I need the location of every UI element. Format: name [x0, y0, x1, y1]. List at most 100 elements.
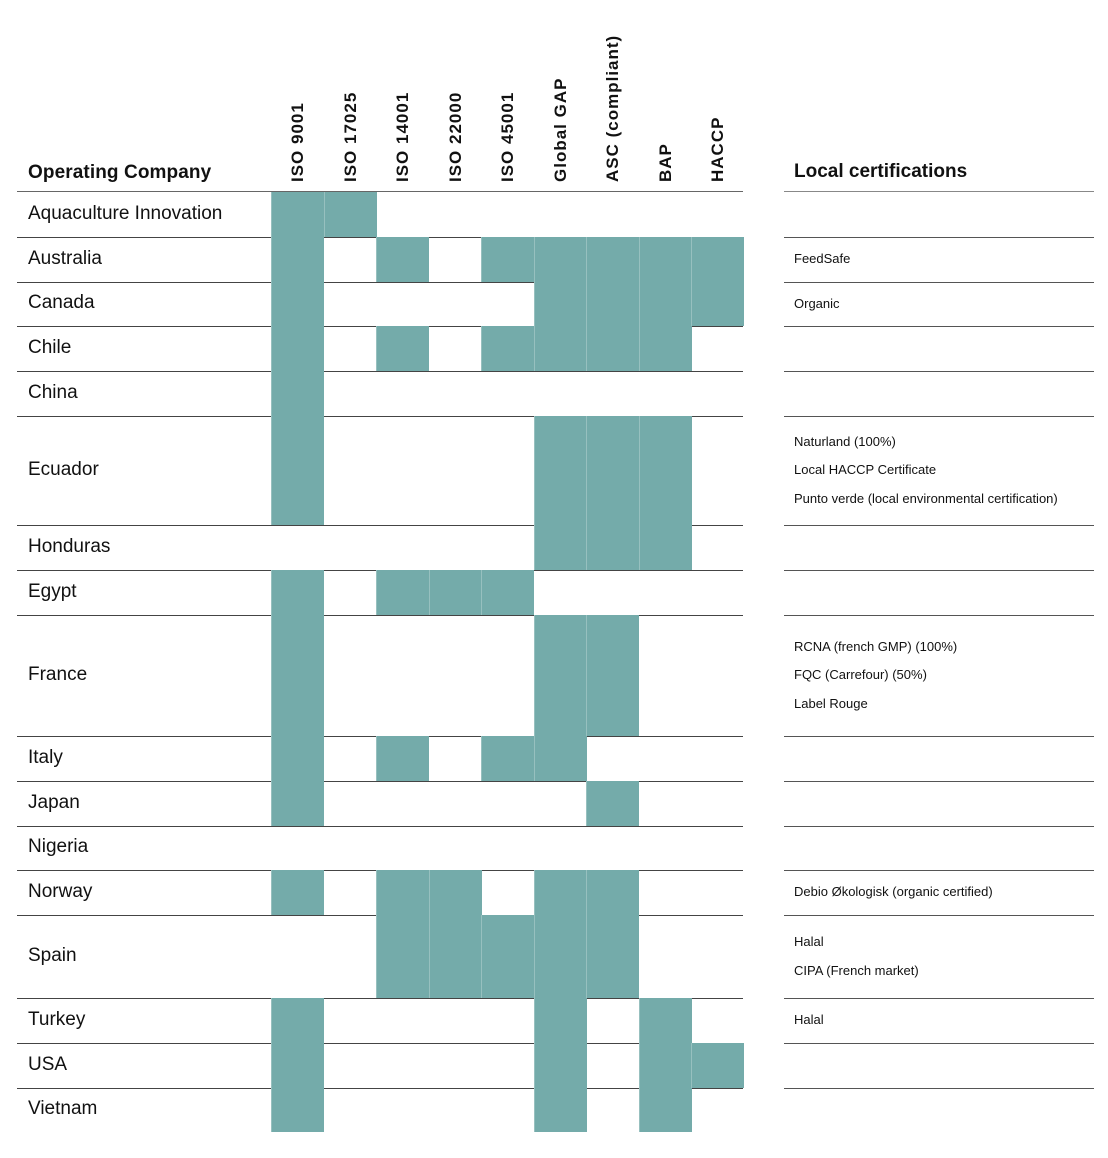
- column-header: ISO 14001: [376, 0, 429, 186]
- certified-cell: [271, 192, 324, 237]
- header-rule: [17, 191, 743, 192]
- certified-cell: [586, 282, 639, 326]
- certified-cell: [271, 237, 324, 282]
- certified-cell: [533, 237, 587, 282]
- certified-cell: [586, 870, 639, 915]
- local-row-rule: [784, 282, 1094, 283]
- local-row-rule: [784, 525, 1094, 526]
- certified-cell: [638, 282, 692, 326]
- column-header: ASC (compliant): [586, 0, 639, 186]
- column-header: Global GAP: [534, 0, 587, 186]
- certified-cell: [533, 282, 587, 326]
- company-name: Italy: [28, 746, 63, 768]
- certified-cell: [271, 1043, 324, 1088]
- certified-cell: [638, 237, 692, 282]
- certified-cell: [271, 282, 324, 326]
- certified-cell: [271, 1088, 324, 1132]
- local-certification: Naturland (100%): [794, 433, 896, 449]
- certified-cell: [533, 870, 587, 915]
- company-name: Canada: [28, 292, 95, 313]
- certified-cell: [533, 1088, 587, 1132]
- local-row-rule: [784, 1088, 1094, 1089]
- certified-cell: [481, 326, 534, 371]
- company-name: Spain: [28, 944, 77, 966]
- local-certification: Punto verde (local environmental certifi…: [794, 490, 1058, 506]
- column-header: ISO 9001: [271, 0, 324, 186]
- local-row-rule: [784, 326, 1094, 327]
- certified-cell: [533, 416, 587, 525]
- certified-cell: [586, 416, 639, 525]
- local-row-rule: [784, 237, 1094, 238]
- row-rule: [17, 781, 743, 782]
- certified-cell: [638, 1043, 692, 1088]
- certified-cell: [533, 736, 587, 781]
- row-rule: [17, 998, 743, 999]
- certified-cell: [481, 570, 534, 615]
- certified-cell: [638, 416, 692, 525]
- certified-cell: [271, 615, 324, 736]
- row-rule: [17, 1043, 743, 1044]
- column-header-label: HACCP: [708, 116, 728, 182]
- local-row-rule: [784, 570, 1094, 571]
- certified-cell: [533, 915, 587, 998]
- certified-cell: [271, 870, 324, 915]
- column-header-label: BAP: [655, 143, 675, 182]
- local-row-rule: [784, 1043, 1094, 1044]
- column-header-label: ISO 22000: [445, 91, 465, 182]
- local-row-rule: [784, 915, 1094, 916]
- certified-cell: [586, 326, 639, 371]
- column-header-label: Global GAP: [550, 77, 570, 182]
- row-rule: [17, 826, 743, 827]
- local-row-rule: [784, 736, 1094, 737]
- local-certification: FQC (Carrefour) (50%): [794, 667, 927, 683]
- certified-cell: [533, 1043, 587, 1088]
- certified-cell: [428, 870, 482, 915]
- company-name: Honduras: [28, 535, 111, 557]
- certified-cell: [376, 237, 429, 282]
- certified-cell: [586, 781, 639, 826]
- certified-cell: [428, 570, 482, 615]
- local-certification: FeedSafe: [794, 251, 851, 267]
- certified-cell: [586, 237, 639, 282]
- local-row-rule: [784, 781, 1094, 782]
- certified-cell: [533, 525, 587, 570]
- company-name: Norway: [28, 880, 93, 902]
- column-header: ISO 45001: [481, 0, 534, 186]
- row-rule: [17, 416, 743, 417]
- certified-cell: [376, 570, 429, 615]
- certified-cell: [691, 1043, 744, 1088]
- certified-cell: [586, 525, 639, 570]
- certified-cell: [533, 998, 587, 1043]
- certified-cell: [638, 326, 692, 371]
- row-rule: [17, 371, 743, 372]
- column-header: ISO 22000: [429, 0, 482, 186]
- certified-cell: [481, 237, 534, 282]
- certified-cell: [428, 915, 482, 998]
- certified-cell: [638, 525, 692, 570]
- column-header-label: ASC (compliant): [603, 34, 623, 182]
- company-name: Nigeria: [28, 836, 89, 857]
- local-certification: Label Rouge: [794, 695, 868, 711]
- column-header: ISO 17025: [324, 0, 377, 186]
- certified-cell: [271, 781, 324, 826]
- company-name: France: [28, 663, 88, 685]
- local-certification: CIPA (French market): [794, 962, 919, 978]
- certified-cell: [271, 570, 324, 615]
- company-name: Australia: [28, 247, 102, 269]
- certified-cell: [586, 915, 639, 998]
- certified-cell: [533, 326, 587, 371]
- certified-cell: [533, 615, 587, 736]
- certified-cell: [691, 237, 744, 282]
- local-row-rule: [784, 371, 1094, 372]
- company-name: USA: [28, 1053, 68, 1075]
- column-header-label: ISO 14001: [393, 91, 413, 182]
- certified-cell: [481, 915, 534, 998]
- company-name: Ecuador: [28, 458, 99, 480]
- row-rule: [17, 1088, 743, 1089]
- company-name: Egypt: [28, 580, 77, 602]
- certified-cell: [638, 1088, 692, 1132]
- certified-cell: [638, 998, 692, 1043]
- certified-cell: [376, 326, 429, 371]
- local-row-rule: [784, 998, 1094, 999]
- operating-company-header: Operating Company: [28, 162, 212, 183]
